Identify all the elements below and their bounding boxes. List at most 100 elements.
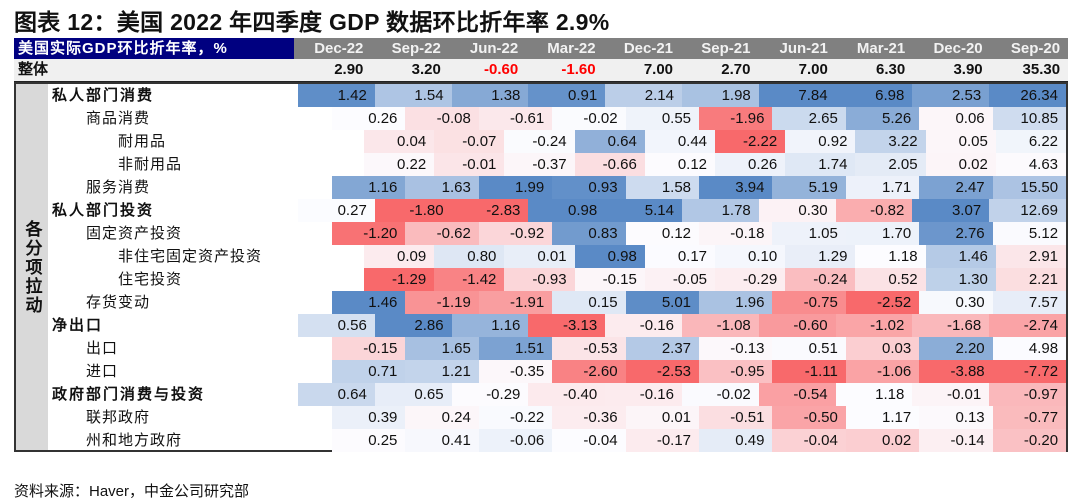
column-header: Dec-22 [314,40,364,57]
heat-cell: 0.12 [644,153,716,176]
heat-cell: 5.26 [845,107,920,130]
heat-cell: 0.04 [364,130,435,153]
row-label: 非耐用品 [118,156,183,173]
table-row: 固定资产投资 -1.20 -0.62 -0.92 0.83 0.12 -0.18 1.05 1.… [48,222,1067,245]
side-label-cell: 各分项拉动 [16,84,48,450]
heat-cell: 0.51 [772,337,846,360]
heat-cell: 1.78 [681,199,759,222]
heat-cell: -0.02 [681,383,759,406]
heat-cell: 1.18 [855,245,926,268]
heat-cell: 1.30 [925,268,996,291]
overall-value: 2.70 [721,61,751,78]
row-label: 非住宅固定资产投资 [118,248,263,265]
heat-cell: -1.80 [374,199,452,222]
source-note: 资料来源：Haver，中金公司研究部 [14,483,250,500]
row-label: 耐用品 [118,133,167,150]
heat-cell: 2.76 [919,222,993,245]
heat-cell: -0.14 [919,429,993,452]
row-cells: 0.39 0.24 -0.22 -0.36 0.01 -0.51 -0.50 1.17 0.13… [332,406,1067,429]
heat-cell: -0.95 [699,360,773,383]
heat-cell: 0.01 [504,245,575,268]
row-label: 固定资产投资 [86,225,183,242]
row-cells: 0.64 0.65 -0.29 -0.40 -0.16 -0.02 -0.54 1.18 -0.… [298,383,1066,406]
overall-value: -0.60 [484,61,519,78]
heat-cell: -1.08 [681,314,759,337]
heat-cell: -1.91 [478,291,553,314]
heat-cell: 0.17 [644,245,716,268]
row-cells: 0.09 0.80 0.01 0.98 0.17 0.10 1.29 1.18 1.46 2.91 [364,245,1067,268]
heat-cell: -1.68 [912,314,990,337]
heat-cell: -0.04 [772,429,846,452]
heat-cell: -0.24 [785,268,856,291]
heat-cell: -0.02 [552,107,626,130]
row-label: 出口 [86,340,119,357]
row-label: 进口 [86,363,119,380]
heat-cell: -0.40 [528,383,606,406]
table-row: 存货变动 1.46 -1.19 -1.91 0.15 5.01 1.96 -0.75 -2.52… [48,291,1067,314]
table-row: 净出口 0.56 2.86 1.16 -3.13 -0.16 -1.08 -0.60 -1.02… [48,314,1066,337]
heat-cell: -0.07 [434,130,505,153]
heat-cell: 0.22 [364,153,435,176]
heat-cell: 1.21 [405,360,479,383]
heat-cell: -1.19 [405,291,479,314]
heat-cell: 5.12 [992,222,1067,245]
heat-cell: 7.57 [992,291,1067,314]
heat-cell: -1.02 [835,314,913,337]
heat-cell: 0.15 [552,291,626,314]
heat-cell: 1.29 [785,245,856,268]
column-header: Mar-22 [547,40,596,57]
heat-cell: -0.54 [758,383,836,406]
row-cells: 1.16 1.63 1.99 0.93 1.58 3.94 5.19 1.71 2.47 15.5… [332,176,1067,199]
overall-value: 3.90 [953,61,983,78]
heat-cell: 0.55 [625,107,700,130]
heat-cell: 2.37 [625,337,700,360]
row-label: 商品消费 [86,110,151,127]
heat-cell: 1.63 [405,176,479,199]
heat-cell: 2.05 [855,153,926,176]
row-label: 私人部门投资 [52,202,155,219]
column-header: Jun-21 [779,40,828,57]
heat-cell: 0.10 [715,245,786,268]
column-header: Sep-22 [391,40,441,57]
heat-cell: -0.08 [405,107,479,130]
heat-cell: 5.19 [772,176,846,199]
row-cells: 0.04 -0.07 -0.24 0.64 0.44 -2.22 0.92 3.22 0.05 6… [364,130,1067,153]
heat-cell: 1.16 [332,176,406,199]
heat-cell: 0.91 [528,84,606,107]
heat-cell: 1.71 [845,176,920,199]
heat-cell: 1.65 [405,337,479,360]
heat-cell: -0.35 [478,360,553,383]
row-label: 政府部门消费与投资 [52,386,206,403]
heat-cell: 0.30 [919,291,993,314]
heat-cell: 1.46 [332,291,406,314]
heat-cell: 2.20 [919,337,993,360]
overall-value: 7.00 [798,61,828,78]
overall-value: -1.60 [561,61,596,78]
heat-cell: 1.18 [835,383,913,406]
column-header: Dec-20 [933,40,983,57]
heat-cell: -0.01 [912,383,990,406]
row-cells: 1.42 1.54 1.38 0.91 2.14 1.98 7.84 6.98 2.53 26.3… [298,84,1066,107]
heat-cell: -0.16 [605,383,682,406]
heat-cell: 0.64 [574,130,645,153]
heat-cell: -2.83 [451,199,529,222]
table-row: 政府部门消费与投资 0.64 0.65 -0.29 -0.40 -0.16 -0.02 -0.… [48,383,1066,406]
heat-cell: 1.58 [625,176,700,199]
heat-cell: 0.05 [925,130,996,153]
heat-cell: 2.65 [772,107,846,130]
column-header: Jun-22 [469,40,519,57]
row-label: 存货变动 [86,294,151,311]
heat-cell: -0.75 [772,291,846,314]
table-row: 非耐用品 0.22 -0.01 -0.37 -0.66 0.12 0.26 1.74 2.05 0… [48,153,1067,176]
table-row: 进口 0.71 1.21 -0.35 -2.60 -2.53 -0.95 -1.11 -1.06… [48,360,1067,383]
heat-cell: -0.92 [478,222,553,245]
overall-value: 2.90 [334,61,364,78]
heat-cell: 0.80 [434,245,505,268]
row-label: 联邦政府 [86,409,151,426]
heat-cell: 0.25 [332,429,406,452]
heat-cell: -3.88 [919,360,993,383]
table-row: 住宅投资 -1.29 -1.42 -0.93 -0.15 -0.05 -0.29 -0.24 0… [48,268,1067,291]
overall-label: 整体 [18,61,49,78]
heat-cell: 0.41 [405,429,479,452]
heat-cell: 0.93 [552,176,626,199]
